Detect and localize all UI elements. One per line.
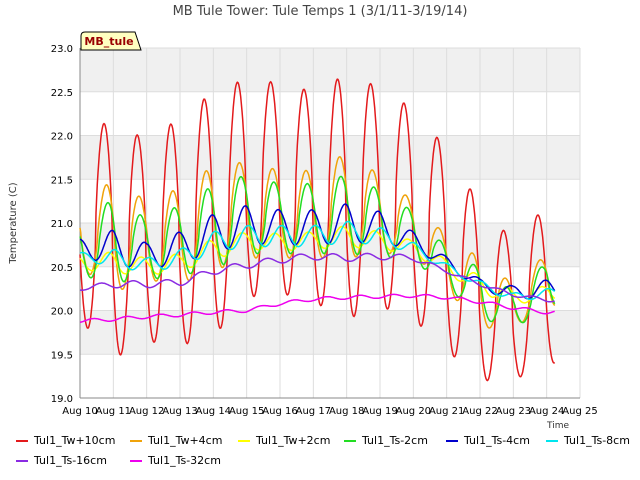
legend-item: Tul1_Ts-2cm [344,434,428,447]
plot-band [80,48,580,92]
station-label-box [80,31,142,51]
legend-swatch [16,440,28,442]
legend-label: Tul1_Ts-4cm [464,434,530,447]
legend-item: Tul1_Tw+10cm [16,434,115,447]
y-tick-label: 19.0 [51,394,73,405]
x-tick-label: Aug 18 [329,406,364,417]
legend-item: Tul1_Ts-16cm [16,454,107,467]
x-tick-label: Aug 23 [496,406,531,417]
y-tick-label: 21.0 [51,219,73,230]
series-lines [79,78,556,382]
legend-swatch [344,440,356,442]
legend-item: Tul1_Ts-8cm [546,434,630,447]
x-tick-label: Aug 13 [162,406,197,417]
series-line-Tul1_Ts-8cm [79,220,556,301]
legend-swatch [130,460,142,462]
station-label: MB_tule [84,35,133,48]
legend-swatch [446,440,458,442]
legend-item: Tul1_Tw+2cm [238,434,330,447]
x-tick-label: Aug 25 [562,406,597,417]
x-tick-label: Aug 21 [429,406,464,417]
legend-swatch [238,440,250,442]
x-tick-label: Aug 24 [529,406,564,417]
legend-item: Tul1_Ts-4cm [446,434,530,447]
legend-label: Tul1_Ts-8cm [564,434,630,447]
x-tick-label: Aug 11 [96,406,131,417]
y-tick-label: 20.5 [51,263,73,274]
x-tick-label: Aug 12 [129,406,164,417]
axis-labels: 19.0 19.5 20.0 20.5 21.0 21.5 22.0 22.5 23.0 Aug … [8,31,598,431]
series-line-Tul1_Ts-32cm [79,293,555,324]
legend-swatch [130,440,142,442]
legend-label: Tul1_Ts-32cm [148,454,221,467]
x-axis-label: Time [546,421,569,431]
legend-label: Tul1_Ts-2cm [362,434,428,447]
x-tick-label: Aug 14 [196,406,231,417]
y-axis-label: Temperature (C) [8,182,19,264]
legend-label: Tul1_Ts-16cm [34,454,107,467]
axes [79,48,580,399]
y-tick-label: 20.0 [51,307,73,318]
x-tick-label: Aug 16 [262,406,297,417]
series-line-Tul1_Tw+2cm [79,225,556,304]
series-line-Tul1_Ts-2cm [79,175,556,324]
chart-title: MB Tule Tower: Tule Temps 1 (3/1/11-3/19… [172,4,468,19]
x-tick-label: Aug 20 [396,406,431,417]
legend-item: Tul1_Tw+4cm [130,434,222,447]
legend-label: Tul1_Tw+10cm [34,434,116,447]
y-tick-label: 21.5 [51,175,73,186]
y-tick-label: 22.5 [51,88,73,99]
legend-swatch [16,460,28,462]
legend-swatch [546,440,558,442]
series-line-Tul1_Ts-16cm [79,252,555,303]
x-tick-label: Aug 17 [296,406,331,417]
legend-label: Tul1_Tw+4cm [148,434,223,447]
x-tick-label: Aug 22 [462,406,497,417]
x-tick-label: Aug 19 [362,406,397,417]
x-tick-label: Aug 15 [229,406,264,417]
y-tick-label: 22.0 [51,132,73,143]
plot-band [80,310,580,355]
legend-item: Tul1_Ts-32cm [130,454,221,467]
series-line-Tul1_Tw+10cm [79,78,556,382]
x-tick-label: Aug 10 [62,406,97,417]
y-tick-label: 19.5 [51,350,73,361]
y-tick-label: 23.0 [51,44,73,55]
legend-label: Tul1_Tw+2cm [256,434,331,447]
